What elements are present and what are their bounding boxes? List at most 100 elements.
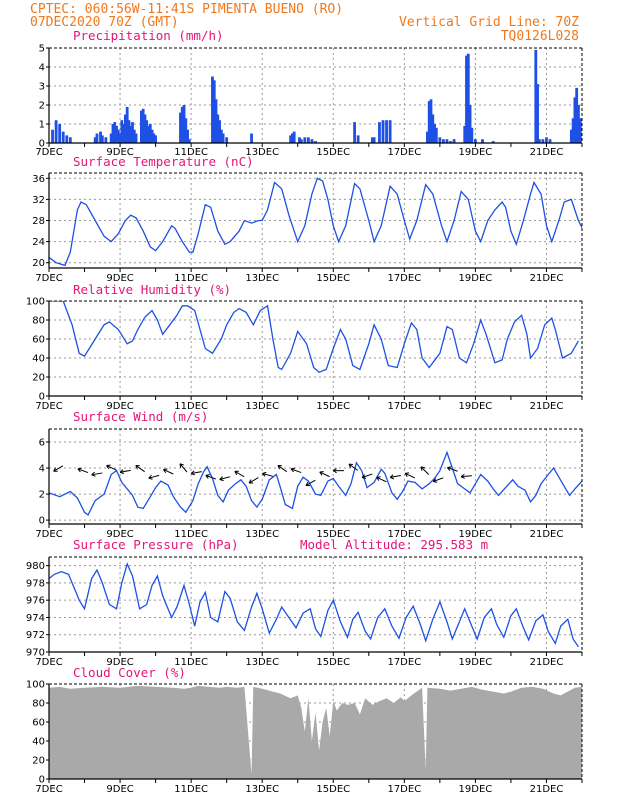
x-tick-label: 11DEC: [174, 657, 208, 668]
header-code: TQ0126L028: [501, 29, 579, 44]
precip-bar: [426, 131, 429, 143]
precip-bar: [211, 76, 214, 143]
x-tick-label: 9DEC: [106, 529, 133, 540]
y-tick-label: 100: [26, 680, 45, 691]
wind-arrow: [234, 470, 245, 478]
y-tick-label: 4: [39, 63, 45, 74]
precip-bar: [218, 120, 221, 143]
precip-bar: [431, 114, 435, 143]
precip-bar: [180, 106, 184, 143]
wind-arrow: [219, 476, 231, 482]
precip-bar: [310, 139, 314, 143]
x-tick-label: 21DEC: [530, 657, 564, 668]
panel-title: Relative Humidity (%): [73, 282, 231, 297]
wind-arrow: [148, 474, 160, 480]
y-tick-label: 1: [39, 120, 45, 131]
precip-bar: [141, 108, 145, 143]
x-tick-label: 21DEC: [530, 273, 564, 284]
precip-bar: [145, 120, 149, 143]
x-tick-label: 15DEC: [316, 147, 350, 158]
precip-bar: [545, 137, 548, 143]
y-tick-label: 0: [39, 775, 45, 786]
y-tick-label: 0: [39, 516, 45, 527]
precip-bar: [306, 137, 310, 143]
series-line: [49, 177, 582, 267]
precip-bar: [299, 139, 303, 143]
precip-bar: [104, 137, 108, 143]
x-tick-label: 21DEC: [530, 147, 564, 158]
precip-bar: [298, 137, 301, 143]
x-tick-label: 7DEC: [35, 529, 62, 540]
precip-bar: [372, 137, 376, 143]
precip-bar: [465, 55, 468, 143]
y-tick-label: 970: [26, 648, 45, 659]
panel-1: Precipitation (mm/h) 0 1 2 3 4 5 7DEC 9DEC 11DEC 1…: [35, 28, 583, 158]
wind-arrow: [348, 463, 359, 471]
precip-bar: [54, 120, 58, 143]
x-tick-label: 11DEC: [174, 401, 208, 412]
precip-bar: [184, 118, 188, 143]
precip-bar: [111, 124, 115, 143]
y-tick-label: 40: [32, 737, 45, 748]
x-tick-label: 9DEC: [106, 147, 133, 158]
precip-bar: [132, 129, 136, 143]
x-tick-label: 7DEC: [35, 147, 62, 158]
precip-bar: [449, 141, 452, 143]
x-tick-label: 9DEC: [106, 401, 133, 412]
precip-bar: [187, 139, 191, 143]
panel-title: Surface Temperature (nC): [73, 154, 254, 169]
wind-arrow: [447, 466, 458, 472]
precip-bar: [569, 129, 573, 143]
precip-bar: [225, 137, 229, 143]
precip-bar: [452, 139, 456, 143]
precip-bar: [122, 124, 126, 143]
wind-arrow: [205, 474, 217, 480]
precip-bar: [575, 87, 579, 143]
y-tick-label: 20: [32, 258, 45, 269]
precip-bar: [109, 133, 113, 143]
x-tick-label: 15DEC: [316, 657, 350, 668]
x-tick-label: 11DEC: [174, 529, 208, 540]
header-date: 07DEC2020 70Z (GMT): [30, 15, 179, 30]
wind-arrow: [262, 471, 273, 477]
y-tick-label: 100: [26, 297, 45, 308]
x-tick-label: 11DEC: [174, 147, 208, 158]
y-tick-label: 5: [39, 44, 45, 55]
precip-bar: [186, 129, 189, 143]
x-tick-label: 9DEC: [106, 273, 133, 284]
precip-bar: [129, 125, 133, 143]
x-tick-label: 19DEC: [459, 529, 493, 540]
y-tick-label: 80: [32, 316, 45, 327]
x-tick-label: 13DEC: [245, 529, 279, 540]
precip-bar: [131, 122, 134, 143]
wind-arrow: [319, 471, 330, 478]
precip-bar: [134, 133, 138, 143]
x-tick-label: 9DEC: [106, 784, 133, 795]
precip-bar: [212, 80, 216, 143]
precip-bar: [95, 133, 99, 143]
x-tick-label: 13DEC: [245, 273, 279, 284]
precip-bar: [152, 133, 156, 143]
wind-arrow: [404, 472, 416, 479]
precip-bar: [474, 139, 477, 143]
wind-arrow: [460, 473, 472, 479]
y-tick-label: 0: [39, 139, 45, 150]
precip-bar: [116, 129, 120, 143]
precip-bar: [65, 135, 69, 143]
y-tick-label: 2: [39, 490, 45, 501]
series-line: [49, 561, 579, 648]
precip-bar: [99, 131, 102, 143]
wind-arrow: [179, 463, 188, 473]
y-tick-label: 20: [32, 756, 45, 767]
panel-5: Surface Pressure (hPa) Model Altitude: 29…: [26, 537, 583, 668]
precip-bar: [381, 120, 385, 143]
panel-title: Surface Wind (m/s): [73, 409, 208, 424]
precip-bar: [250, 133, 253, 143]
x-tick-label: 17DEC: [387, 657, 421, 668]
x-tick-label: 9DEC: [106, 657, 133, 668]
panel-6: Cloud Cover (%) 0 20 40 60 80 100 7DEC 9DEC 11DEC…: [26, 665, 583, 795]
x-tick-label: 21DEC: [530, 784, 564, 795]
x-tick-label: 17DEC: [387, 529, 421, 540]
precip-bar: [58, 124, 62, 143]
panel-title: Surface Pressure (hPa): [73, 537, 239, 552]
